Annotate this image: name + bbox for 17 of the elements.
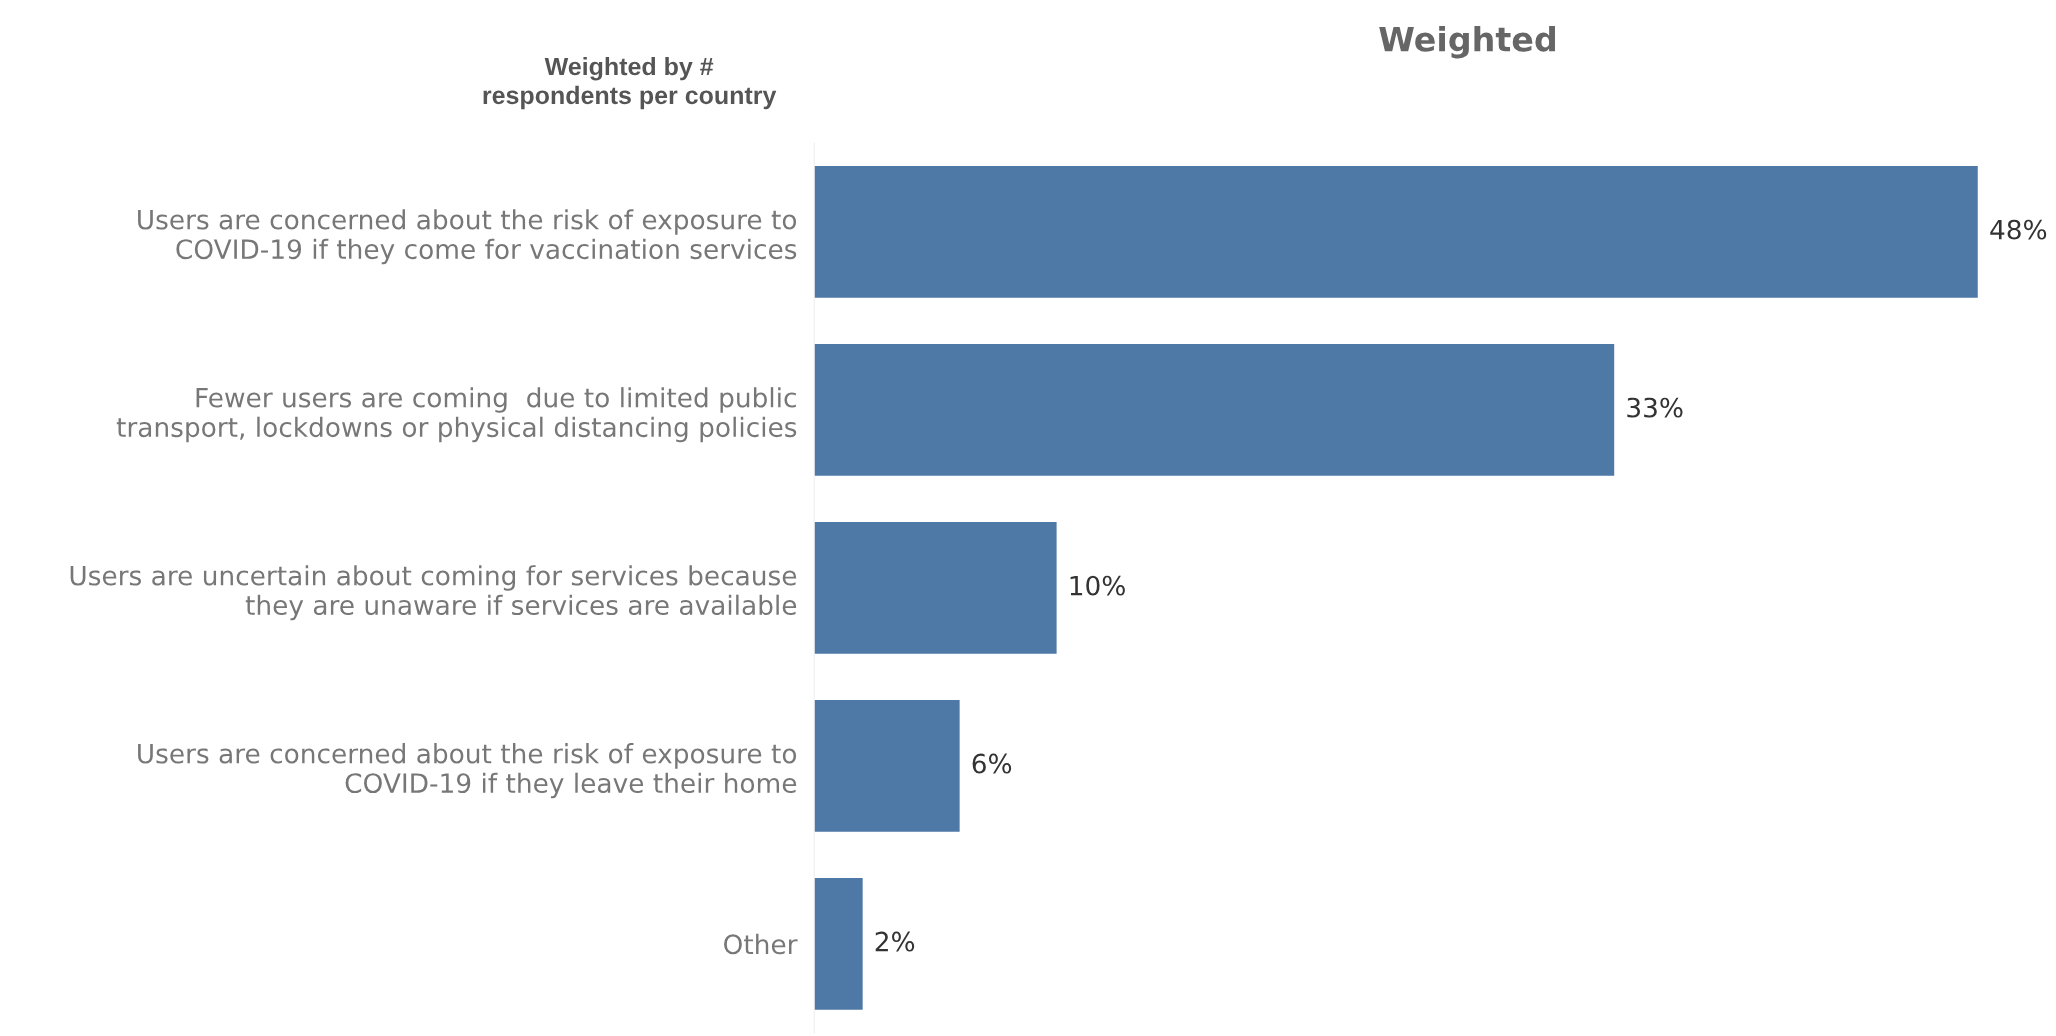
data-label: 6%: [972, 753, 1012, 774]
y-tick-label: Users are concerned about the risk of exposure to COVID-19 if they leave their home: [138, 743, 797, 799]
y-tick-label: Users are concerned about the risk of exposure to COVID-19 if they come for vaccination services: [138, 209, 797, 265]
chart-title: Weighted: [1379, 25, 1555, 59]
y-tick-label: Fewer users are coming due to limited public transport, lockdowns or physical distancing policies: [116, 387, 797, 443]
bar: [814, 166, 1978, 298]
y-tick-label: Other: [724, 933, 798, 955]
data-label: 33%: [1627, 397, 1683, 418]
bar: [814, 700, 960, 832]
y-axis-title: Weighted by # respondents per country: [483, 56, 777, 110]
bar: [814, 522, 1057, 654]
data-label: 48%: [1990, 219, 2047, 240]
bar: [814, 344, 1615, 476]
bar: [814, 878, 863, 1010]
y-tick-label: Users are uncertain about coming for services because they are unaware if services are available: [70, 565, 797, 621]
data-label: 2%: [875, 931, 915, 952]
data-label: 10%: [1070, 575, 1125, 596]
